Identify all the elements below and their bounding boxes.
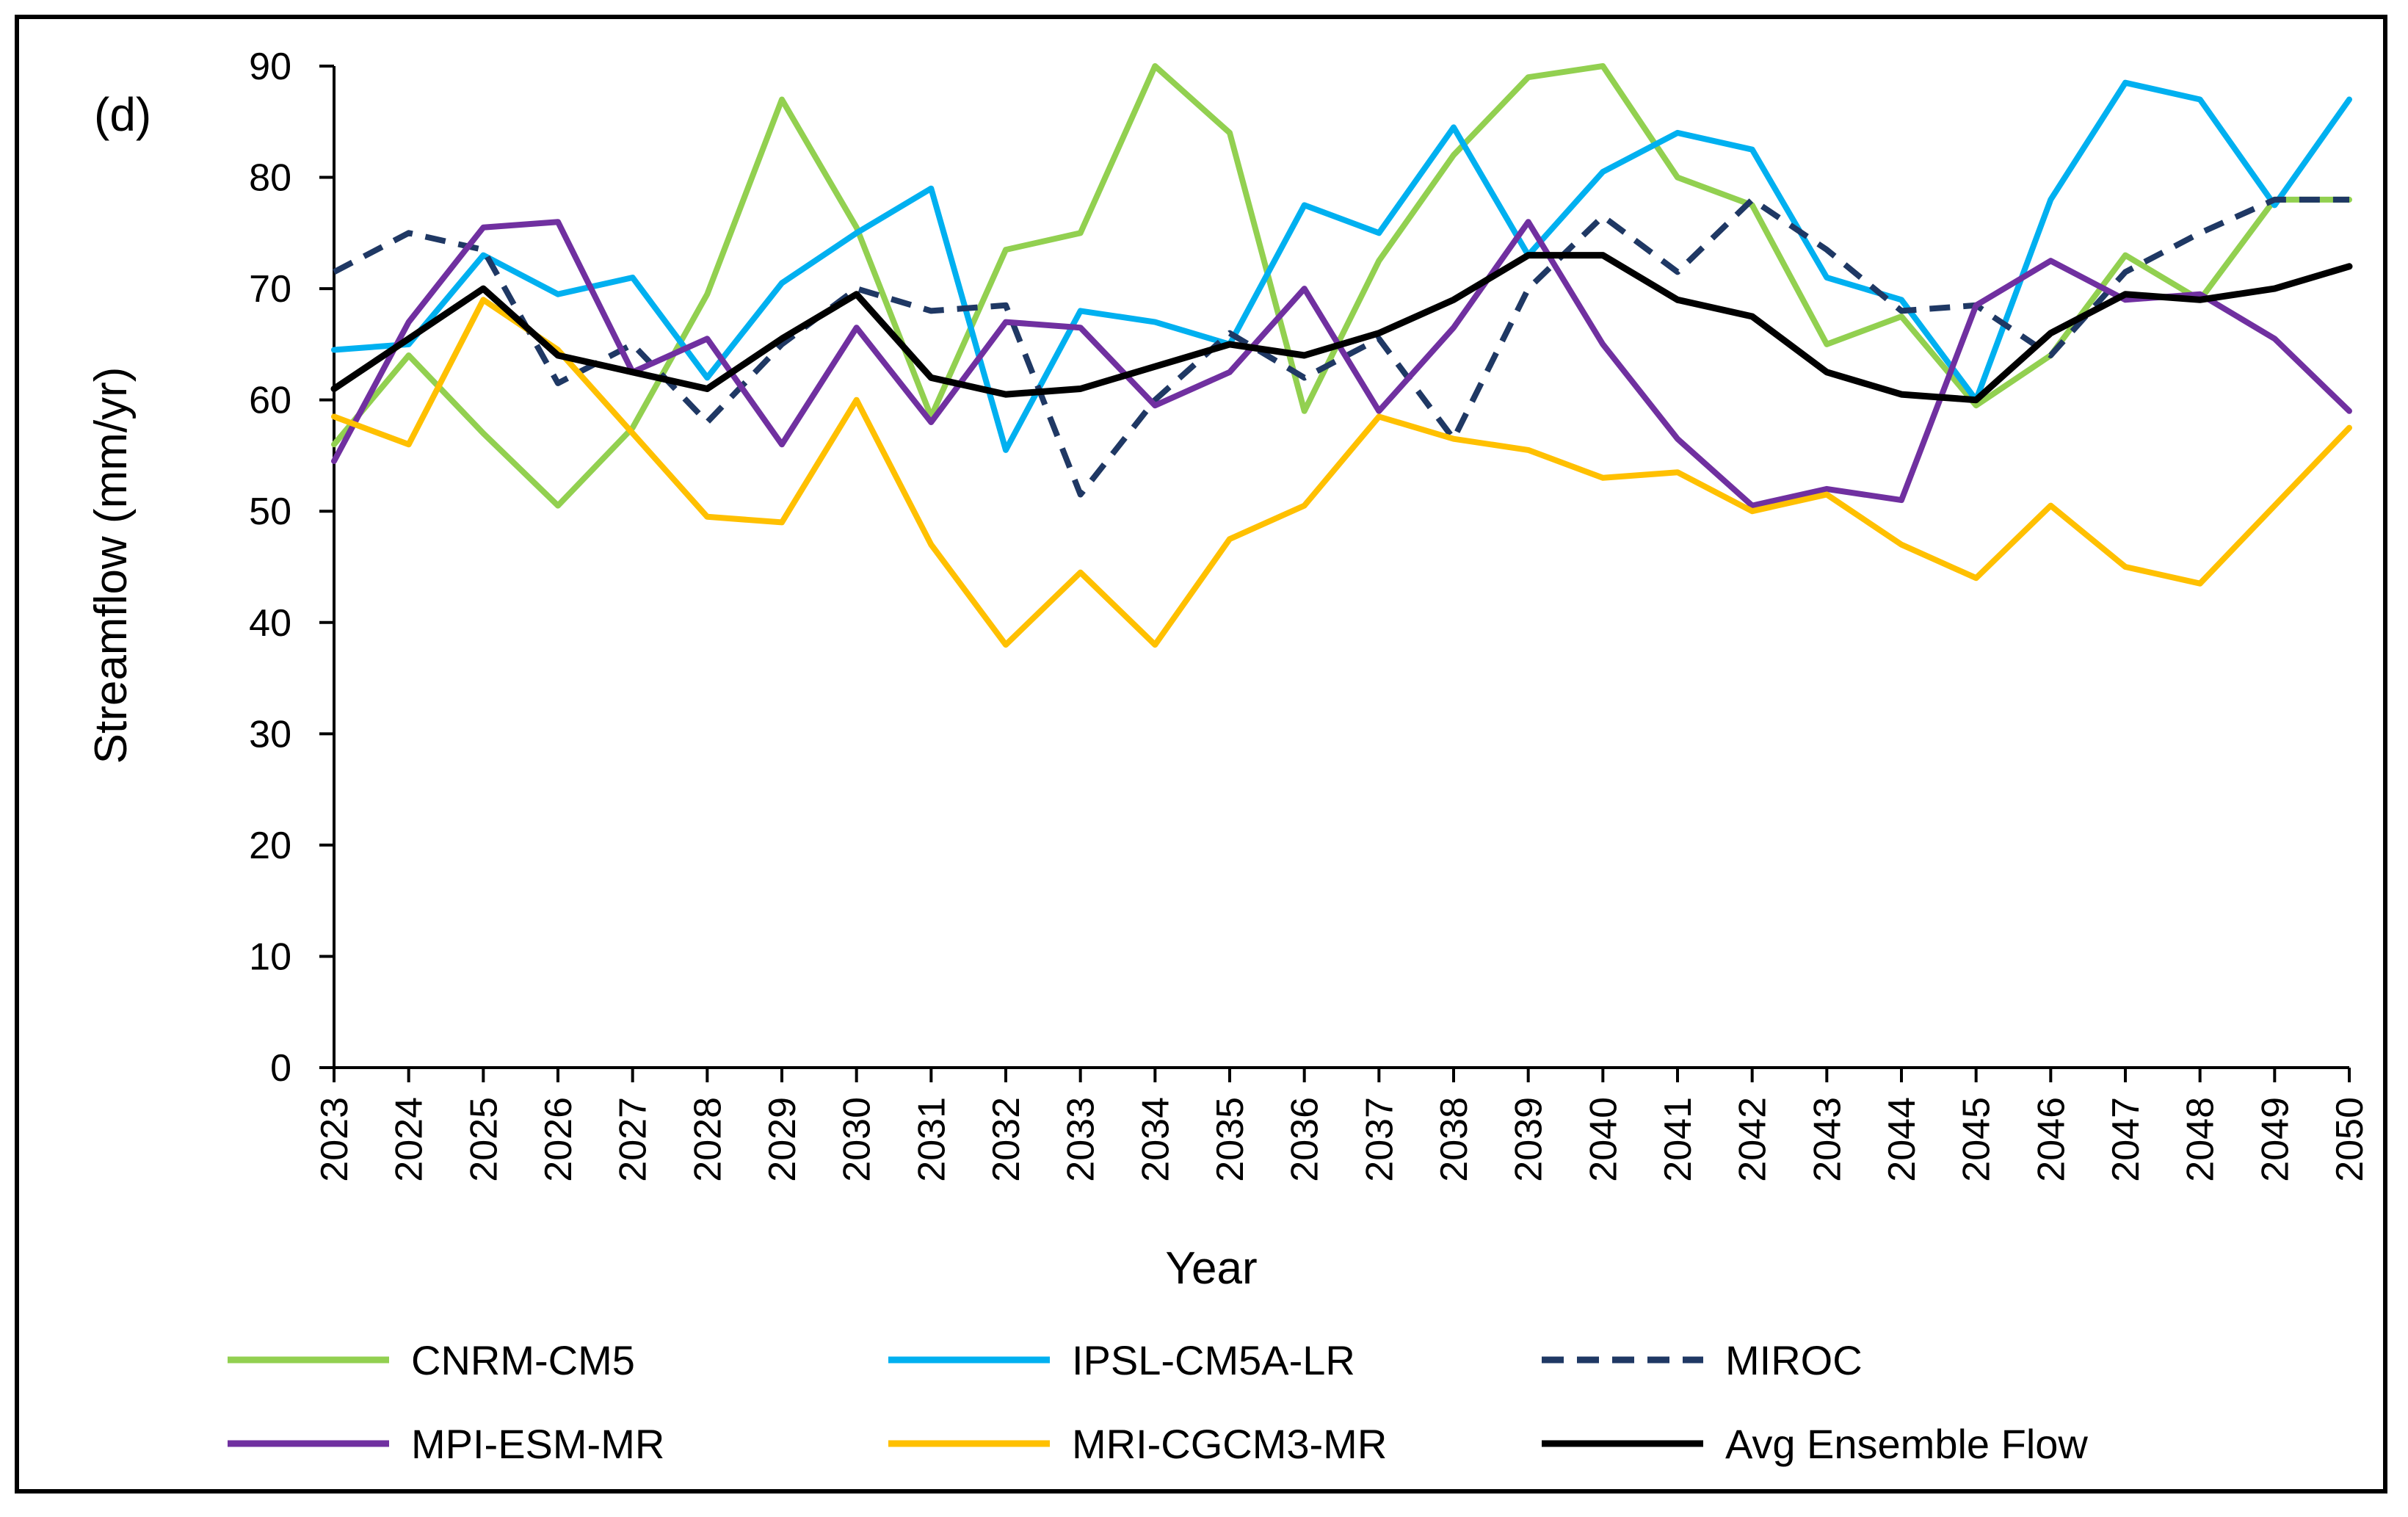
y-tick-label: 0 bbox=[270, 1047, 291, 1090]
x-tick-label: 2036 bbox=[1284, 1097, 1327, 1182]
y-tick-label: 10 bbox=[249, 935, 291, 978]
x-tick-label: 2042 bbox=[1732, 1097, 1774, 1182]
chart-frame bbox=[15, 15, 2387, 1494]
x-tick-label: 2039 bbox=[1508, 1097, 1551, 1182]
y-tick-label: 20 bbox=[249, 825, 291, 867]
x-tick-label: 2027 bbox=[612, 1097, 655, 1182]
x-tick-label: 2041 bbox=[1657, 1097, 1700, 1182]
y-tick-label: 70 bbox=[249, 268, 291, 311]
x-tick-label: 2031 bbox=[910, 1097, 953, 1182]
panel-label: (d) bbox=[94, 88, 151, 141]
x-tick-label: 2040 bbox=[1582, 1097, 1625, 1182]
legend: CNRM-CM5 IPSL-CM5A-LR MIROC MPI-ESM-MR MRI-C… bbox=[228, 1337, 2088, 1467]
y-tick-label: 50 bbox=[249, 490, 291, 533]
x-tick-label: 2033 bbox=[1060, 1097, 1103, 1182]
legend-label-mri-cgcm3-mr: MRI-CGCM3-MR bbox=[1072, 1421, 1387, 1467]
x-tick-label: 2029 bbox=[761, 1097, 804, 1182]
legend-label-cnrm-cm5: CNRM-CM5 bbox=[411, 1337, 635, 1383]
series-line-cnrm-cm5 bbox=[331, 63, 2352, 509]
x-tick-label: 2025 bbox=[463, 1097, 505, 1182]
x-tick-label: 2023 bbox=[313, 1097, 356, 1182]
legend-label-ipsl-cm5a-lr: IPSL-CM5A-LR bbox=[1072, 1337, 1355, 1383]
x-tick-label: 2037 bbox=[1358, 1097, 1401, 1182]
y-tick-label: 30 bbox=[249, 713, 291, 756]
series-line-mri-cgcm3-mr bbox=[331, 297, 2352, 648]
series-line-mpi-esm-mr bbox=[331, 219, 2352, 509]
x-tick-label: 2043 bbox=[1806, 1097, 1849, 1182]
y-tick-label: 60 bbox=[249, 380, 291, 422]
x-axis-title: Year bbox=[1165, 1243, 1257, 1294]
y-tick-label: 40 bbox=[249, 602, 291, 645]
x-tick-label: 2038 bbox=[1433, 1097, 1476, 1182]
x-tick-label: 2048 bbox=[2180, 1097, 2222, 1182]
x-tick-label: 2045 bbox=[1956, 1097, 1998, 1182]
x-tick-label: 2049 bbox=[2254, 1097, 2296, 1182]
legend-label-mpi-esm-mr: MPI-ESM-MR bbox=[411, 1421, 664, 1467]
y-axis-title-group: Streamflow (mm/yr) bbox=[86, 367, 137, 764]
x-tick-label: 2028 bbox=[686, 1097, 729, 1182]
legend-label-avg-ensemble-flow: Avg Ensemble Flow bbox=[1725, 1421, 2088, 1467]
x-tick-label: 2034 bbox=[1134, 1097, 1177, 1182]
x-tick-label: 2026 bbox=[537, 1097, 580, 1182]
x-tick-label: 2030 bbox=[836, 1097, 879, 1182]
y-tick-label: 90 bbox=[249, 46, 291, 88]
x-tick-label: 2032 bbox=[985, 1097, 1028, 1182]
x-tick-label: 2046 bbox=[2030, 1097, 2072, 1182]
y-tick-label: 80 bbox=[249, 157, 291, 200]
x-tick-label: 2044 bbox=[1881, 1097, 1923, 1182]
x-tick-label: 2047 bbox=[2105, 1097, 2147, 1182]
series-line-avg-ensemble-flow bbox=[330, 252, 2353, 404]
x-tick-label: 2050 bbox=[2329, 1097, 2371, 1182]
x-tick-label: 2035 bbox=[1209, 1097, 1252, 1182]
legend-label-miroc: MIROC bbox=[1725, 1337, 1863, 1383]
y-axis-title: Streamflow (mm/yr) bbox=[86, 367, 137, 764]
series-line-ipsl-cm5a-lr bbox=[331, 79, 2352, 453]
x-tick-label: 2024 bbox=[388, 1097, 431, 1182]
